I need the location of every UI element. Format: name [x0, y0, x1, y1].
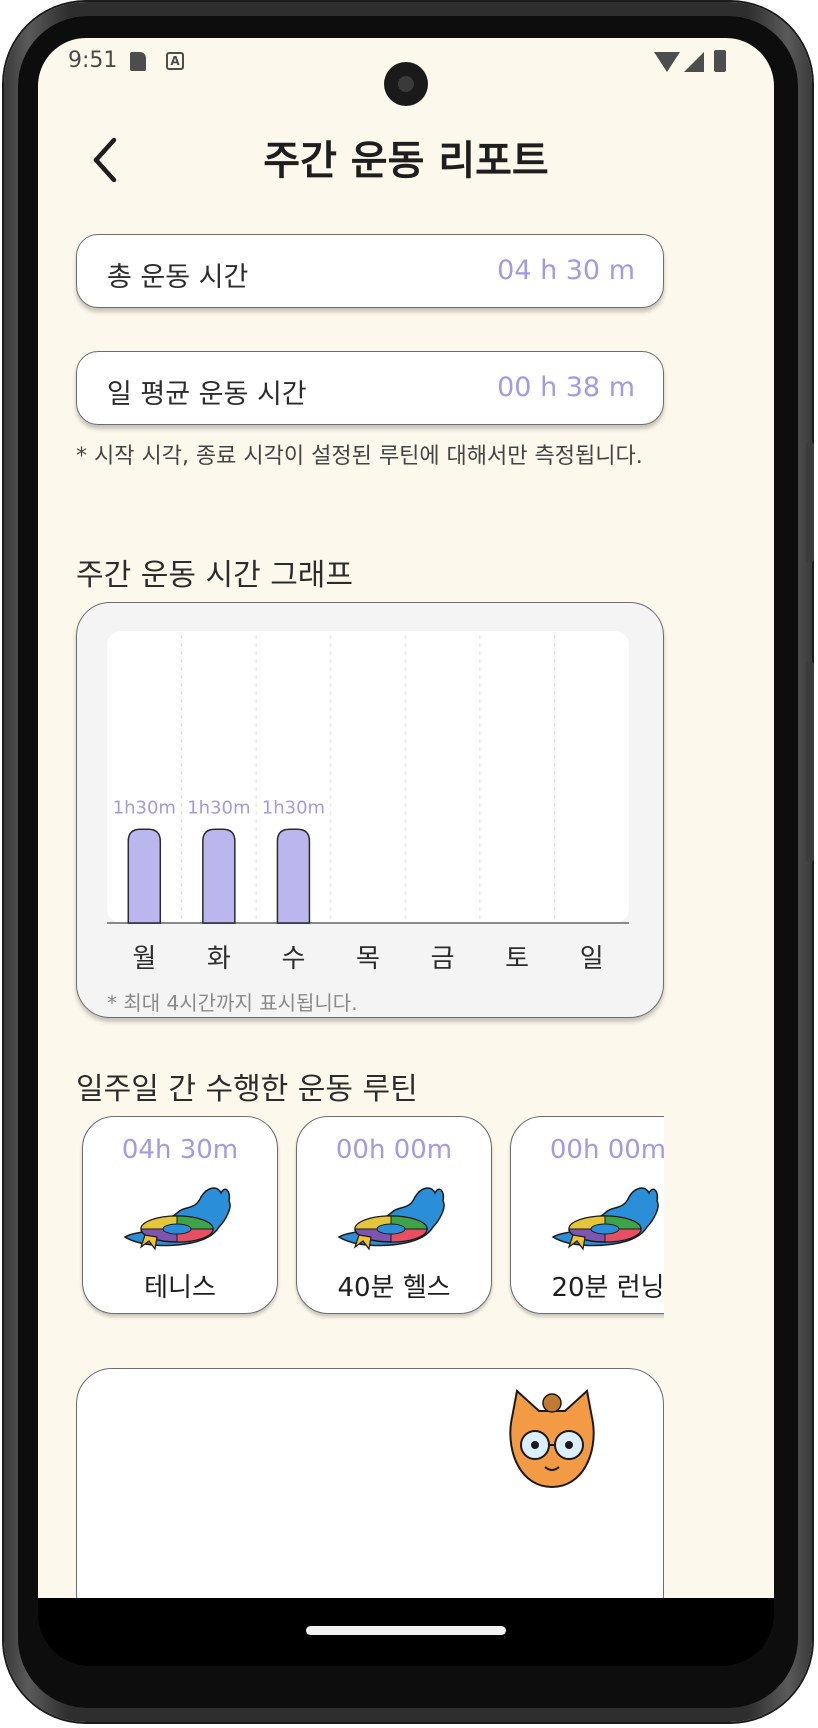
routine-card[interactable]: 00h 00m 20분 런닝: [510, 1116, 664, 1314]
chart-bar: [202, 828, 236, 924]
routine-time: 00h 00m: [549, 1135, 664, 1165]
chart-tick-label: 월: [132, 944, 156, 974]
routine-name: 테니스: [144, 1273, 216, 1303]
home-indicator[interactable]: [306, 1626, 506, 1635]
chart-bar: [276, 828, 311, 924]
power-button: [806, 662, 814, 862]
chart-tick-label: 토: [505, 944, 529, 974]
swim-ring-illustration-icon: [551, 1187, 659, 1251]
status-right-icons: [654, 50, 744, 74]
signal-icon: [684, 52, 704, 72]
app-screen: 9:51 A 주간 운동 리포트 총 운동 시간 04 h 30 m 일 평균 …: [38, 38, 774, 1598]
page-title: 주간 운동 리포트: [263, 138, 549, 184]
chart-tick-label: 수: [281, 944, 305, 974]
measurement-note: * 시작 시각, 종료 시각이 설정된 루틴에 대해서만 측정됩니다.: [76, 444, 643, 469]
chart-tick-label: 목: [356, 944, 380, 974]
wifi-icon: [654, 52, 680, 72]
total-time-value: 04 h 30 m: [497, 255, 635, 286]
header: 주간 운동 리포트: [38, 120, 774, 200]
weekly-chart-card: 1h30m 월 1h30m 화 1h30m 수 목 금 토 일 * 최대 4시간까지 표시됩니다.: [76, 602, 664, 1018]
daily-average-value: 00 h 38 m: [497, 372, 635, 403]
routines-carousel[interactable]: 04h 30m 테니스 00h 00m: [78, 1116, 664, 1324]
front-camera: [384, 62, 428, 106]
volume-button: [806, 442, 814, 562]
chart-footnote: * 최대 4시간까지 표시됩니다.: [107, 991, 358, 1015]
graph-section-title: 주간 운동 시간 그래프: [76, 558, 354, 593]
routine-name: 20분 런닝: [551, 1273, 664, 1303]
back-button[interactable]: [86, 134, 130, 186]
swim-ring-illustration-icon: [123, 1187, 231, 1251]
chevron-left-icon: [93, 137, 117, 183]
routine-card[interactable]: 00h 00m 40분 헬스: [296, 1116, 492, 1314]
chart-tick-label: 일: [580, 944, 604, 974]
chart-data-label: 1h30m: [262, 797, 325, 818]
routine-time: 04h 30m: [121, 1135, 239, 1165]
chart-plot-area: [107, 631, 629, 923]
battery-icon: [714, 50, 726, 72]
a-icon: A: [166, 52, 184, 70]
bottom-card[interactable]: [76, 1368, 664, 1598]
routine-card[interactable]: 04h 30m 테니스: [82, 1116, 278, 1314]
cat-mascot-icon: [509, 1389, 595, 1489]
total-time-label: 총 운동 시간: [107, 262, 249, 293]
chart-bar: [127, 828, 162, 924]
status-bar: 9:51 A: [68, 44, 744, 80]
navigation-bar: [38, 1598, 774, 1666]
chart-tick-label: 화: [207, 944, 231, 974]
status-time: 9:51: [68, 48, 118, 73]
chart-tick-label: 금: [431, 944, 455, 974]
routines-section-title: 일주일 간 수행한 운동 루틴: [76, 1072, 418, 1107]
routine-time: 00h 00m: [335, 1135, 453, 1165]
chart-data-label: 1h30m: [113, 797, 176, 818]
daily-average-label: 일 평균 운동 시간: [107, 379, 307, 410]
daily-average-card: 일 평균 운동 시간 00 h 38 m: [76, 351, 664, 425]
total-time-card: 총 운동 시간 04 h 30 m: [76, 234, 664, 308]
sd-card-icon: [130, 52, 146, 71]
weekly-bar-chart: 1h30m 월 1h30m 화 1h30m 수 목 금 토 일: [107, 631, 629, 974]
chart-data-label: 1h30m: [187, 797, 250, 818]
swim-ring-illustration-icon: [337, 1187, 445, 1251]
routine-name: 40분 헬스: [337, 1273, 451, 1303]
